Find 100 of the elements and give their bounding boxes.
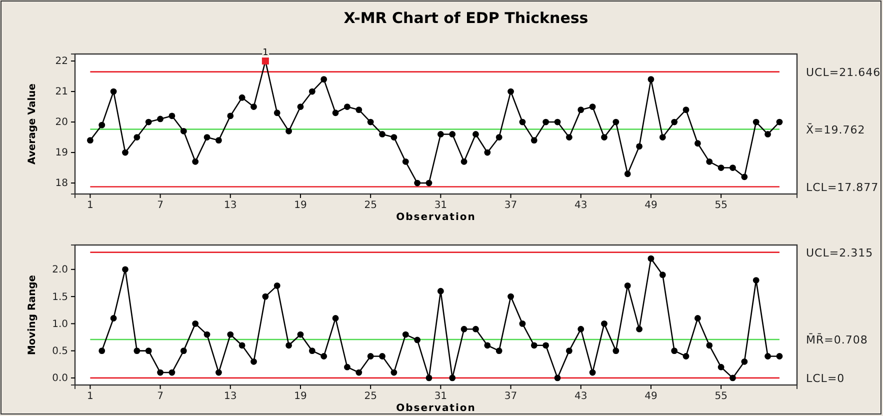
point <box>730 374 736 382</box>
point <box>496 134 502 140</box>
point <box>134 348 140 354</box>
point <box>192 320 199 327</box>
point <box>764 353 771 360</box>
ref-line-label: UCL=21.646 <box>806 66 881 79</box>
point <box>496 348 502 354</box>
point <box>671 118 678 126</box>
point <box>216 137 222 144</box>
y-tick-label: 1.5 <box>52 292 68 303</box>
ref-line-label: M̄R̄=0.708 <box>806 332 868 347</box>
point <box>286 342 292 349</box>
x-tick-label: 37 <box>504 391 518 402</box>
point <box>659 272 666 278</box>
point <box>238 94 246 101</box>
x-tick-label: 1 <box>87 200 94 212</box>
point <box>776 353 783 360</box>
point <box>636 143 642 150</box>
point <box>204 331 210 338</box>
point <box>122 266 128 273</box>
point <box>566 348 572 354</box>
point <box>519 320 526 327</box>
y-axis-title: Moving Range <box>27 274 38 356</box>
x-tick-label: 31 <box>434 391 448 402</box>
point <box>612 348 620 354</box>
point <box>238 342 246 349</box>
point <box>367 353 374 360</box>
x-axis-title: Observation <box>396 212 476 223</box>
point <box>98 348 106 354</box>
ref-line-label: X̄=19.762 <box>806 122 866 136</box>
point <box>426 180 432 186</box>
point <box>402 331 409 338</box>
point <box>262 58 269 65</box>
point <box>624 170 631 178</box>
point <box>204 134 210 140</box>
chart-title: X-MR Chart of EDP Thickness <box>344 9 588 27</box>
point <box>449 374 456 382</box>
point <box>110 315 117 322</box>
point <box>145 348 152 354</box>
point <box>379 353 386 360</box>
point <box>636 326 642 332</box>
y-tick-label: 0.5 <box>52 346 68 358</box>
point <box>659 134 666 140</box>
point <box>332 110 339 116</box>
point <box>308 88 316 95</box>
point <box>589 104 596 110</box>
point <box>472 131 479 138</box>
point <box>157 116 164 122</box>
point <box>530 137 538 144</box>
point <box>402 158 409 165</box>
point <box>297 104 304 110</box>
point <box>262 293 269 300</box>
x-tick-label: 13 <box>224 200 237 212</box>
y-tick-label: 19 <box>55 148 68 159</box>
point <box>578 106 584 114</box>
point <box>356 369 362 376</box>
point <box>274 110 280 116</box>
point <box>227 112 234 120</box>
point <box>472 326 479 332</box>
point <box>168 369 176 376</box>
point <box>110 88 117 95</box>
x-tick-label: 19 <box>294 200 307 212</box>
point <box>519 118 526 126</box>
point <box>460 158 468 165</box>
point <box>601 320 608 327</box>
x-tick-label: 19 <box>294 391 307 402</box>
x-tick-label: 55 <box>714 200 728 212</box>
point <box>426 374 432 382</box>
point <box>274 282 280 289</box>
x-tick-label: 43 <box>574 200 588 212</box>
x-axis-title: Observation <box>396 403 476 414</box>
point <box>250 104 257 110</box>
point <box>612 118 620 126</box>
point <box>320 76 328 83</box>
x-tick-label: 25 <box>364 200 377 212</box>
point <box>216 369 222 376</box>
point <box>542 342 550 349</box>
y-axis-title: Average Value <box>27 83 38 165</box>
point <box>530 342 538 349</box>
x-tick-label: 49 <box>644 391 658 402</box>
x-tick-label: 13 <box>224 391 237 402</box>
point <box>320 353 328 360</box>
x-tick-label: 37 <box>504 200 518 212</box>
point <box>180 128 187 134</box>
x-tick-label: 31 <box>434 200 448 212</box>
point <box>706 158 713 165</box>
x-tick-label: 55 <box>714 391 728 402</box>
x-tick-label: 49 <box>644 200 658 212</box>
point <box>367 118 374 126</box>
point <box>589 369 596 376</box>
point <box>682 353 690 360</box>
point <box>86 137 94 144</box>
point <box>250 358 257 365</box>
point <box>718 164 724 171</box>
point <box>694 140 701 147</box>
point <box>344 364 350 370</box>
point <box>180 348 187 354</box>
point <box>718 364 724 370</box>
point <box>227 331 234 338</box>
point <box>578 326 584 332</box>
